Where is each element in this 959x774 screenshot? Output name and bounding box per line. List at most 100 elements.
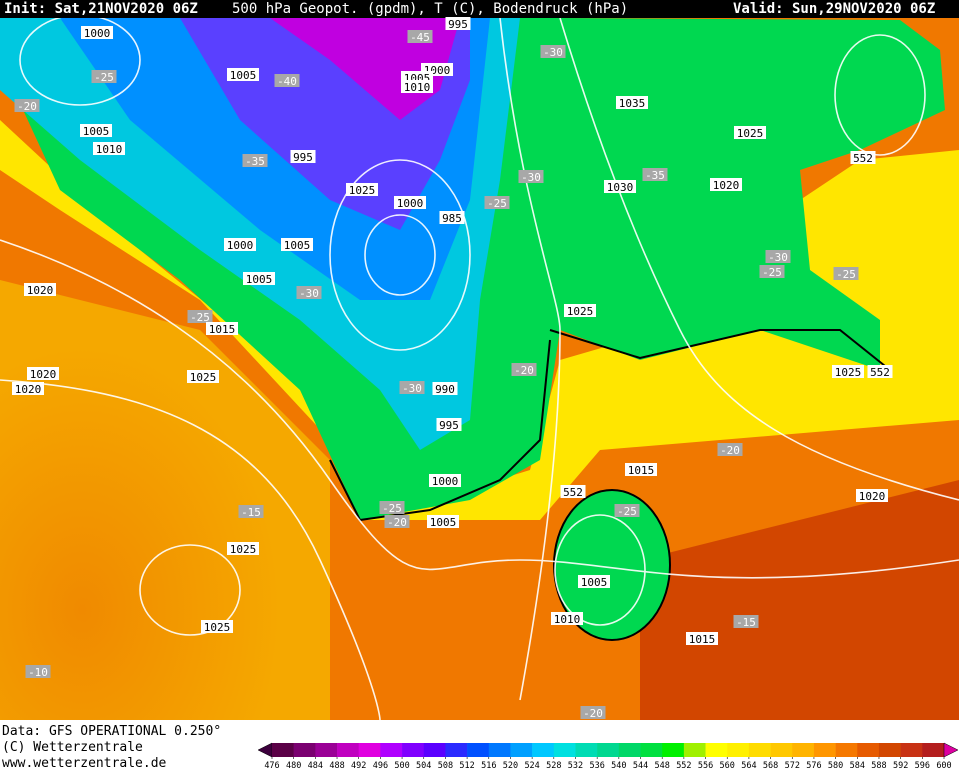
temperature-label: -30 [768, 251, 788, 264]
label-box [227, 68, 259, 81]
colorbar-swatch [597, 743, 620, 757]
label-box [281, 238, 313, 251]
label-box [759, 265, 785, 278]
isobar-label: 1025 [204, 621, 231, 634]
isobar-label: 1020 [27, 284, 54, 297]
colorbar-swatch [618, 743, 641, 757]
label-box [427, 515, 459, 528]
temperature-label: -40 [277, 75, 297, 88]
temperature-label: -15 [736, 616, 756, 629]
isobar-label: 552 [563, 486, 583, 499]
isobar-label: 1035 [619, 97, 646, 110]
colorbar-swatch [467, 743, 490, 757]
colorbar-tick-label: 600 [936, 761, 951, 770]
label-box [227, 542, 259, 555]
isobar-label: 1020 [15, 383, 42, 396]
label-box [867, 365, 893, 378]
header-bar [0, 0, 959, 18]
label-box [25, 665, 51, 678]
isobar-label: 1030 [607, 181, 634, 194]
label-box [432, 382, 458, 395]
colorbar-swatch [532, 743, 555, 757]
label-box [551, 612, 583, 625]
colorbar-tick-label: 532 [568, 761, 583, 770]
label-box [439, 211, 465, 224]
label-box [242, 154, 268, 167]
colorbar-tick-label: 524 [524, 761, 539, 770]
label-box [540, 45, 566, 58]
colorbar-swatch [315, 743, 338, 757]
isobar-label: 995 [293, 151, 313, 164]
isobar-label: 1025 [567, 305, 594, 318]
colorbar-arrow-right [943, 742, 959, 758]
temperature-label: -20 [17, 100, 37, 113]
label-box [436, 418, 462, 431]
isobar-label: 1015 [209, 323, 236, 336]
isobar-label: 1025 [190, 371, 217, 384]
isobar-label: 1020 [713, 179, 740, 192]
isobar-label: 1025 [737, 127, 764, 140]
colorbar-swatch [792, 743, 815, 757]
colorbar-swatch [337, 743, 360, 757]
isobar-label: 1010 [404, 81, 431, 94]
label-box [734, 126, 766, 139]
colorbar-swatch [402, 743, 425, 757]
label-box [93, 142, 125, 155]
label-box [560, 485, 586, 498]
temperature-label: -20 [720, 444, 740, 457]
temperature-label: -25 [487, 197, 507, 210]
label-box [625, 463, 657, 476]
label-box [511, 363, 537, 376]
isobar-label: 552 [870, 366, 890, 379]
label-box [296, 286, 322, 299]
temperature-label: -30 [299, 287, 319, 300]
temperature-label: -10 [28, 666, 48, 679]
colorbar-swatch [510, 743, 533, 757]
colorbar-tick-label: 552 [676, 761, 691, 770]
colorbar-tick-label: 596 [915, 761, 930, 770]
colorbar-tick-label: 500 [394, 761, 409, 770]
isobar-label: 1010 [96, 143, 123, 156]
label-box [238, 505, 264, 518]
temperature-label: -25 [94, 71, 114, 84]
colorbar-swatch [272, 743, 294, 757]
temperature-label: -30 [521, 171, 541, 184]
colorbar-tick-label: 512 [459, 761, 474, 770]
isobar-label: 995 [439, 419, 459, 432]
label-box [407, 30, 433, 43]
temperature-label: -30 [402, 382, 422, 395]
temperature-label: -35 [245, 155, 265, 168]
colorbar-tick-label: 476 [264, 761, 279, 770]
temperature-label: -25 [190, 311, 210, 324]
temperature-label: -15 [241, 506, 261, 519]
label-box [616, 96, 648, 109]
label-box [81, 26, 113, 39]
label-box [80, 124, 112, 137]
map-field [0, 0, 959, 721]
valid-time: Valid: Sun,29NOV2020 06Z [733, 1, 935, 17]
label-box [717, 443, 743, 456]
label-box [401, 80, 433, 93]
isobar-label: 1005 [83, 125, 110, 138]
label-box [243, 272, 275, 285]
isobar-label: 1000 [227, 239, 254, 252]
colorbar-tick-label: 496 [373, 761, 388, 770]
colorbar-swatch [748, 743, 771, 757]
colorbar-swatch [857, 743, 880, 757]
colorbar-tick-label: 572 [785, 761, 800, 770]
temperature-label: -25 [382, 502, 402, 515]
label-box [832, 365, 864, 378]
colorbar-swatch [662, 743, 685, 757]
temperature-label: -45 [410, 31, 430, 44]
copyright: (C) Wetterzentrale [2, 740, 143, 755]
isobar-label: 1015 [689, 633, 716, 646]
colorbar-tick-label: 556 [698, 761, 713, 770]
colorbar-swatch [445, 743, 468, 757]
map-title: 500 hPa Geopot. (gpdm), T (C), Bodendruc… [232, 1, 628, 17]
temperature-label: -25 [836, 268, 856, 281]
colorbar: 476 480 484 488 492 496 500 504 508 512 516 520 524 5… [257, 742, 959, 771]
label-box [833, 267, 859, 280]
colorbar-tick-label: 564 [741, 761, 756, 770]
label-box [346, 183, 378, 196]
